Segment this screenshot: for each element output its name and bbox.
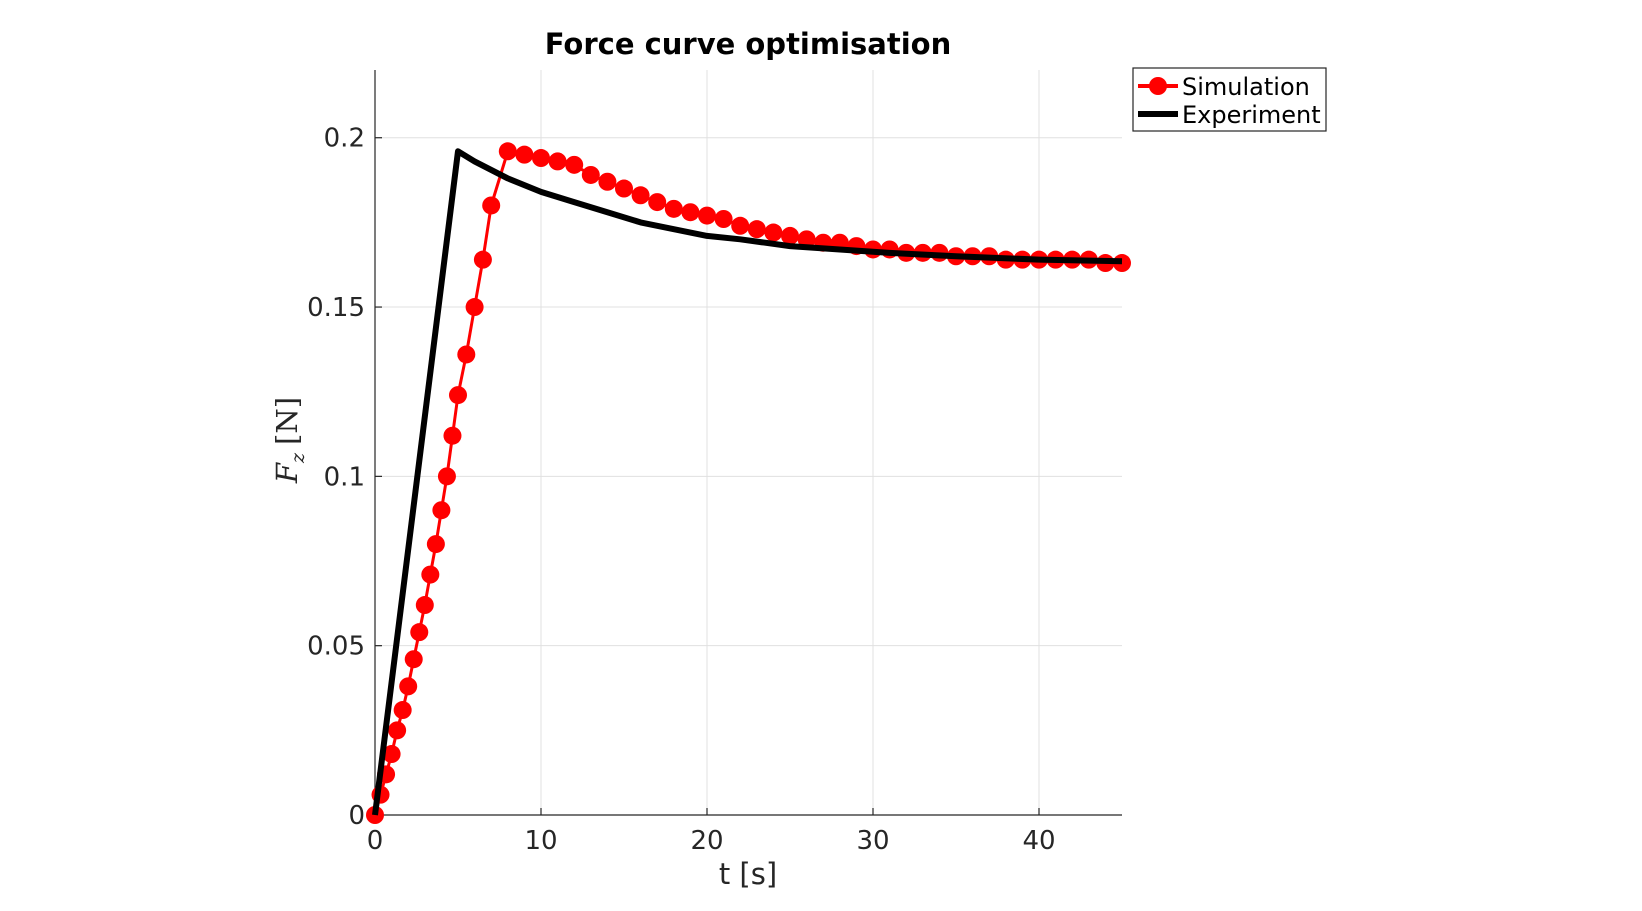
simulation-point: [797, 230, 816, 249]
simulation-point: [388, 721, 407, 740]
legend-simulation-label: Simulation: [1182, 73, 1310, 101]
x-ticks: 0 10 20 30 40: [367, 808, 1056, 856]
simulation-point: [598, 172, 617, 191]
x-tick-label-0: 0: [367, 826, 384, 856]
simulation-point: [731, 216, 750, 235]
simulation-point: [382, 745, 401, 764]
simulation-point: [631, 186, 650, 205]
x-tick-label-3: 30: [856, 826, 889, 856]
simulation-point: [615, 179, 633, 198]
simulation-point: [473, 250, 492, 269]
y-tick-label-2: 0.1: [324, 462, 365, 492]
axes: [374, 70, 1122, 816]
simulation-point: [482, 196, 501, 215]
simulation-point: [449, 386, 467, 405]
svg-text:Fz[N]: Fz [N]: [270, 397, 309, 484]
simulation-point: [698, 206, 716, 225]
simulation-point: [515, 145, 534, 164]
simulation-point: [764, 223, 783, 242]
simulation-point: [548, 152, 567, 171]
y-tick-label-4: 0.2: [324, 124, 365, 154]
legend-box: [1132, 67, 1327, 132]
simulation-point: [465, 298, 484, 317]
simulation-point: [581, 165, 600, 184]
simulation-line: [373, 149, 1122, 816]
simulation-point: [664, 199, 683, 218]
simulation-point: [747, 220, 766, 239]
y-ticks: 0 0.05 0.1 0.15 0.2: [307, 124, 382, 831]
x-tick-label-2: 20: [690, 826, 723, 856]
simulation-point: [532, 149, 550, 168]
x-tick-label-4: 40: [1022, 826, 1055, 856]
simulation-point: [437, 467, 456, 486]
simulation-point: [714, 210, 733, 228]
y-axis-label: Fz [N]: [270, 397, 309, 484]
simulation-point: [498, 142, 517, 161]
experiment-line: [372, 148, 1123, 816]
simulation-point: [681, 203, 700, 222]
chart-title: Force curve optimisation: [545, 27, 951, 61]
simulation-point: [426, 535, 445, 554]
simulation-point: [399, 677, 418, 696]
simulation-point: [404, 650, 423, 669]
legend-experiment-label: Experiment: [1182, 101, 1321, 129]
simulation-point: [648, 193, 667, 212]
y-tick-label-1: 0.05: [307, 632, 365, 662]
y-tick-label-0: 0: [348, 801, 365, 831]
series-layer: [366, 142, 1131, 824]
y-axis-label-symbol: F: [270, 462, 304, 484]
simulation-point: [565, 155, 584, 174]
x-tick-label-1: 10: [524, 826, 557, 856]
legend: Simulation Experiment: [1132, 67, 1327, 132]
simulation-point: [432, 501, 451, 520]
simulation-point: [415, 596, 434, 615]
simulation-point: [781, 226, 799, 245]
x-axis-label: t [s]: [719, 857, 777, 891]
simulation-point: [443, 426, 462, 445]
legend-simulation-marker: [1149, 77, 1167, 95]
simulation-point: [410, 623, 429, 642]
y-axis-label-unit: [N]: [270, 397, 304, 445]
simulation-point: [421, 565, 440, 584]
y-axis-label-subscript: z: [287, 452, 309, 464]
simulation-point: [457, 345, 476, 364]
y-tick-label-3: 0.15: [307, 293, 365, 323]
simulation-point: [393, 701, 412, 720]
grid-lines: [375, 70, 1122, 815]
